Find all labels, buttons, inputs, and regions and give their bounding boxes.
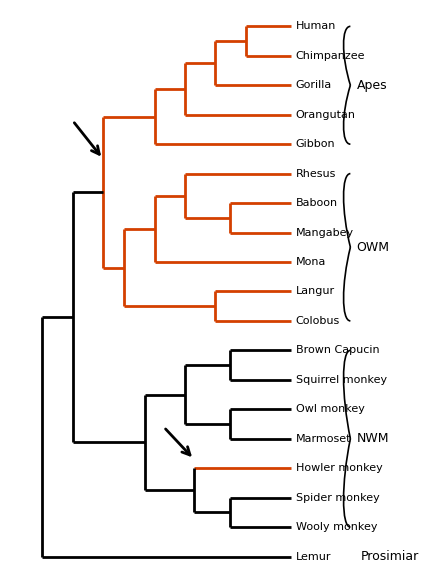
Text: Chimpanzee: Chimpanzee [296, 51, 365, 61]
Text: Apes: Apes [356, 78, 387, 92]
Text: Squirrel monkey: Squirrel monkey [296, 375, 387, 385]
Text: OWM: OWM [356, 241, 390, 254]
Text: Brown Capucin: Brown Capucin [296, 346, 379, 355]
Text: Spider monkey: Spider monkey [296, 493, 380, 503]
Text: Human: Human [296, 21, 336, 31]
Text: Howler monkey: Howler monkey [296, 463, 383, 473]
Text: Prosimiar: Prosimiar [361, 550, 419, 563]
Text: Rhesus: Rhesus [296, 168, 336, 179]
Text: Mangabey: Mangabey [296, 227, 354, 238]
Text: Wooly monkey: Wooly monkey [296, 522, 377, 532]
Text: Gibbon: Gibbon [296, 139, 335, 149]
Text: Owl monkey: Owl monkey [296, 404, 365, 414]
Text: Baboon: Baboon [296, 198, 338, 208]
Text: Orangutan: Orangutan [296, 110, 356, 119]
Text: Mona: Mona [296, 257, 326, 267]
Text: Lemur: Lemur [296, 552, 331, 561]
Text: Gorilla: Gorilla [296, 80, 332, 90]
Text: Colobus: Colobus [296, 316, 340, 326]
Text: Marmoset: Marmoset [296, 434, 351, 444]
Text: NWM: NWM [356, 432, 389, 445]
Text: Langur: Langur [296, 286, 335, 297]
